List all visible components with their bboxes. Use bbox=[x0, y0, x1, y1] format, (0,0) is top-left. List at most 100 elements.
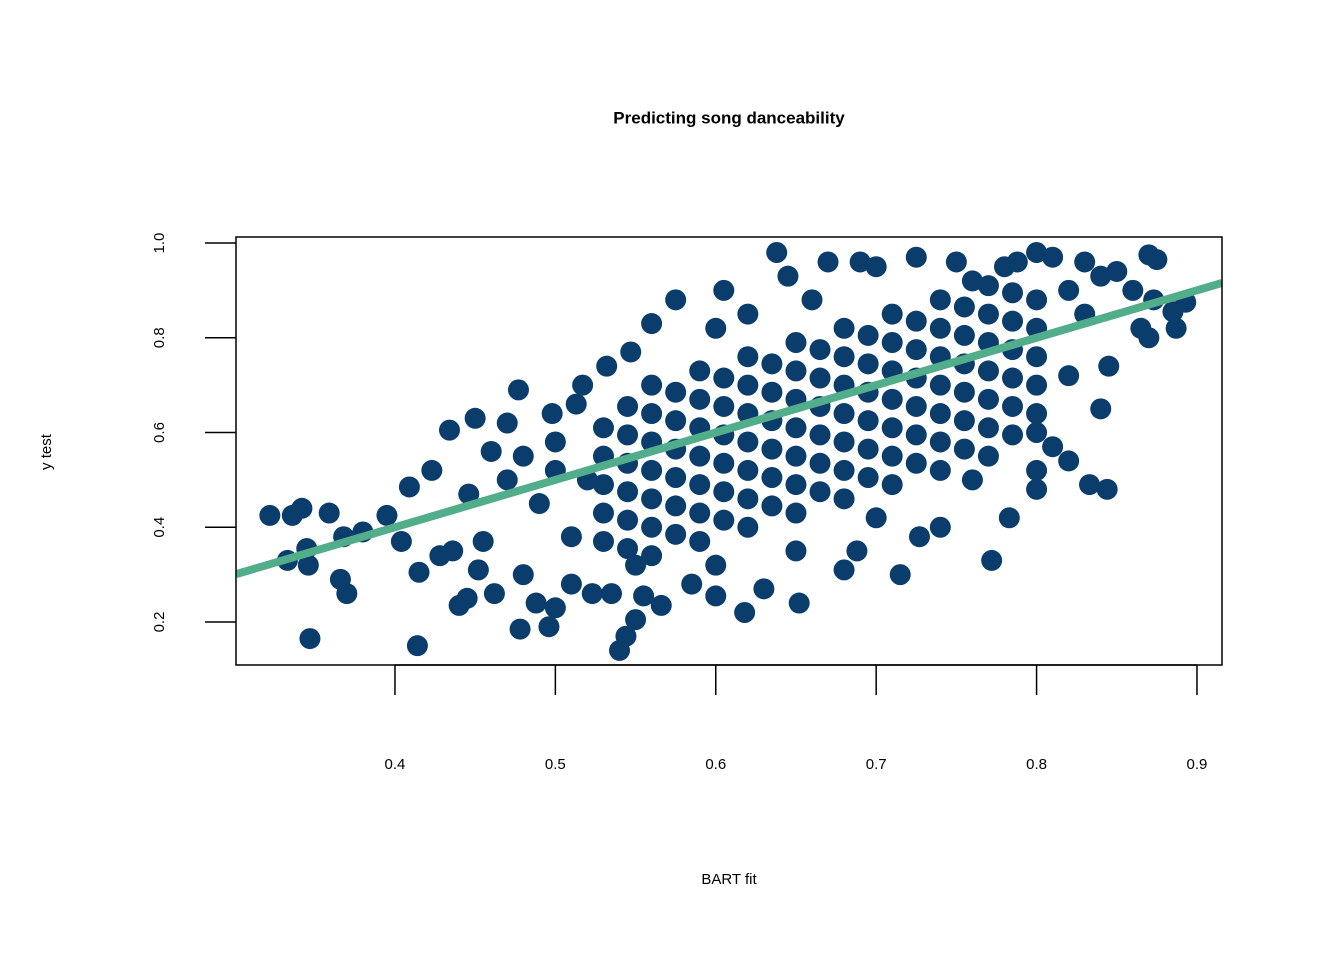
point bbox=[689, 360, 711, 382]
point bbox=[785, 417, 807, 439]
x-axis-label: BART fit bbox=[701, 871, 757, 888]
point bbox=[480, 440, 502, 462]
point bbox=[713, 509, 735, 531]
point bbox=[665, 410, 687, 432]
point bbox=[496, 469, 518, 491]
point bbox=[785, 540, 807, 562]
point bbox=[318, 502, 340, 524]
point bbox=[689, 388, 711, 410]
point bbox=[953, 438, 975, 460]
point bbox=[625, 609, 647, 631]
point bbox=[1002, 424, 1024, 446]
point bbox=[512, 564, 534, 586]
point bbox=[929, 317, 951, 339]
point bbox=[1002, 282, 1024, 304]
point bbox=[833, 317, 855, 339]
point bbox=[1165, 317, 1187, 339]
point bbox=[1026, 403, 1048, 425]
point bbox=[390, 530, 412, 552]
point bbox=[442, 540, 464, 562]
y-axis-label: y test bbox=[38, 433, 55, 470]
point bbox=[737, 374, 759, 396]
x-tick-label: 0.7 bbox=[866, 756, 887, 773]
point bbox=[929, 459, 951, 481]
point bbox=[753, 578, 775, 600]
point bbox=[761, 381, 783, 403]
point bbox=[467, 559, 489, 581]
point bbox=[737, 346, 759, 368]
point bbox=[929, 516, 951, 538]
point bbox=[689, 474, 711, 496]
point bbox=[560, 573, 582, 595]
point bbox=[641, 459, 663, 481]
point bbox=[953, 324, 975, 346]
point bbox=[406, 635, 428, 657]
point bbox=[541, 403, 563, 425]
point bbox=[1026, 346, 1048, 368]
point bbox=[1096, 478, 1118, 500]
point bbox=[1026, 241, 1048, 263]
point bbox=[458, 483, 480, 505]
point bbox=[1058, 279, 1080, 301]
point bbox=[1074, 251, 1096, 273]
point bbox=[713, 452, 735, 474]
point bbox=[592, 417, 614, 439]
point bbox=[1130, 317, 1152, 339]
point bbox=[788, 592, 810, 614]
point bbox=[905, 310, 927, 332]
point bbox=[1026, 422, 1048, 444]
point bbox=[617, 424, 639, 446]
point bbox=[641, 403, 663, 425]
point bbox=[865, 256, 887, 278]
point bbox=[641, 374, 663, 396]
point bbox=[881, 331, 903, 353]
point bbox=[953, 296, 975, 318]
point bbox=[456, 587, 478, 609]
point bbox=[785, 474, 807, 496]
point bbox=[737, 459, 759, 481]
point bbox=[1002, 395, 1024, 417]
point bbox=[977, 303, 999, 325]
point bbox=[713, 481, 735, 503]
point bbox=[881, 417, 903, 439]
point bbox=[881, 303, 903, 325]
point bbox=[291, 497, 313, 519]
point bbox=[641, 488, 663, 510]
point bbox=[713, 279, 735, 301]
point bbox=[961, 270, 983, 292]
point bbox=[1106, 260, 1128, 282]
point bbox=[833, 403, 855, 425]
point bbox=[849, 251, 871, 273]
point bbox=[398, 476, 420, 498]
point bbox=[857, 353, 879, 375]
point bbox=[961, 469, 983, 491]
point bbox=[259, 504, 281, 526]
point bbox=[438, 419, 460, 441]
point bbox=[1042, 436, 1064, 458]
point bbox=[905, 395, 927, 417]
point bbox=[977, 417, 999, 439]
chart-title: Predicting song danceability bbox=[613, 108, 845, 127]
point bbox=[761, 438, 783, 460]
point bbox=[620, 341, 642, 363]
point bbox=[1006, 251, 1028, 273]
point bbox=[857, 467, 879, 489]
point bbox=[977, 445, 999, 467]
point bbox=[650, 594, 672, 616]
point bbox=[1002, 310, 1024, 332]
point bbox=[1146, 249, 1168, 271]
point bbox=[1026, 289, 1048, 311]
point bbox=[833, 559, 855, 581]
point bbox=[846, 540, 868, 562]
point bbox=[737, 431, 759, 453]
point bbox=[665, 523, 687, 545]
point bbox=[908, 526, 930, 548]
point bbox=[408, 561, 430, 583]
point bbox=[565, 393, 587, 415]
point bbox=[572, 374, 594, 396]
point bbox=[665, 467, 687, 489]
point bbox=[929, 374, 951, 396]
point bbox=[734, 602, 756, 624]
point bbox=[1026, 459, 1048, 481]
